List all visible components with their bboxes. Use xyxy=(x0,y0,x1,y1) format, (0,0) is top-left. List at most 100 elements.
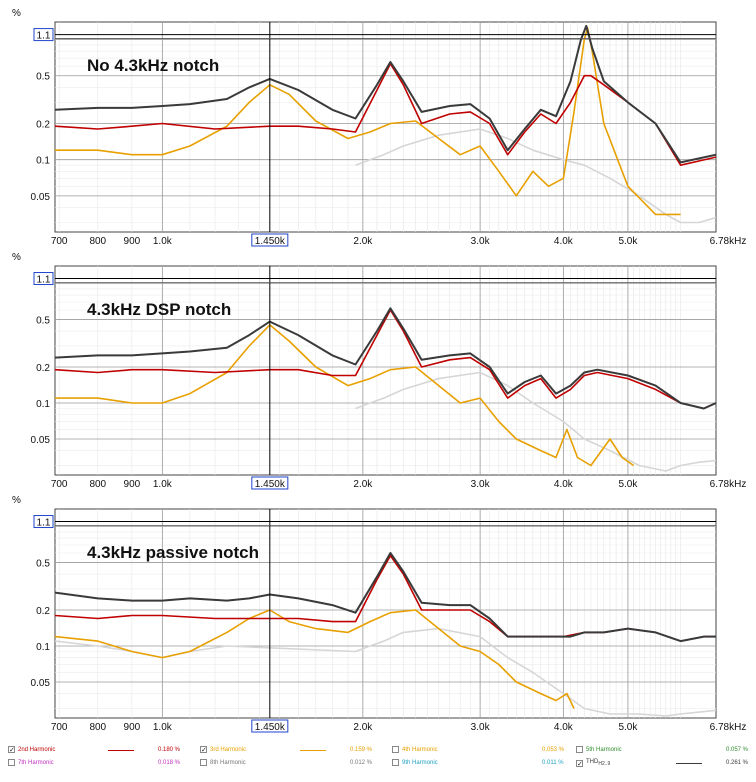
x-tick-label: 900 xyxy=(124,479,141,490)
y-tick-label: 0.1 xyxy=(36,642,50,653)
x-cursor-value-box xyxy=(251,233,289,247)
chart-title: No 4.3kHz notch xyxy=(87,56,219,75)
x-tick-label: 5.0k xyxy=(618,722,638,733)
legend-label: 2nd Harmonic xyxy=(18,746,56,753)
x-tick-label: 700 xyxy=(51,479,68,490)
x-tick-label: 1.450k xyxy=(255,479,286,490)
x-tick-label: 700 xyxy=(51,722,68,733)
legend-item-h9[interactable]: 9th Harmonic xyxy=(392,759,438,766)
x-tick-label: 1.450k xyxy=(255,722,286,733)
y-tick-label: 0.5 xyxy=(36,72,50,83)
legend-checkbox[interactable] xyxy=(200,759,207,766)
y-unit-label: % xyxy=(12,495,21,506)
y-tick-label: 0.1 xyxy=(36,156,50,167)
y-unit-label: % xyxy=(12,252,21,263)
x-tick-label: 6.78kHz xyxy=(710,236,747,247)
legend-checkbox[interactable]: ✓ xyxy=(8,746,15,754)
x-tick-label: 800 xyxy=(89,722,106,733)
legend-item-h5[interactable]: 5th Harmonic xyxy=(576,746,622,753)
x-tick-label: 800 xyxy=(89,236,106,247)
thd-curve xyxy=(55,552,716,643)
x-tick-label: 1.0k xyxy=(153,236,173,247)
gray-curve xyxy=(355,371,716,472)
x-tick-label: 6.78kHz xyxy=(710,479,747,490)
legend-item-h4[interactable]: 4th Harmonic xyxy=(392,746,438,753)
y-tick-label: 0.05 xyxy=(31,435,51,446)
x-tick-label: 4.0k xyxy=(554,722,574,733)
y-unit-label: % xyxy=(12,8,21,19)
x-tick-label: 3.0k xyxy=(471,722,491,733)
y-tick-label: 0.1 xyxy=(36,399,50,410)
x-tick-label: 2.0k xyxy=(353,479,373,490)
legend-checkbox[interactable] xyxy=(576,746,583,753)
x-tick-label: 5.0k xyxy=(618,236,638,247)
series-group xyxy=(55,24,716,224)
legend-item-h2[interactable]: ✓ 2nd Harmonic xyxy=(8,746,56,754)
y-cursor-value-box xyxy=(33,272,54,286)
thd-curve xyxy=(55,24,716,164)
legend-checkbox[interactable] xyxy=(392,746,399,753)
legend-line-swatch xyxy=(300,750,326,751)
x-tick-label: 900 xyxy=(124,722,141,733)
x-tick-label: 1.450k xyxy=(255,236,286,247)
h2-curve xyxy=(55,309,716,410)
legend-item-h7[interactable]: 7th Harmonic xyxy=(8,759,54,766)
legend-label: 9th Harmonic xyxy=(402,759,438,766)
legend-value: 0.261 % xyxy=(726,760,749,766)
legend-checkbox[interactable]: ✓ xyxy=(200,746,207,754)
legend-value: 0.159 % xyxy=(350,747,373,753)
x-tick-label: 2.0k xyxy=(353,236,373,247)
series-group xyxy=(55,552,716,717)
legend-label-subscript: H2..9 xyxy=(598,761,611,768)
y-tick-label: 0.05 xyxy=(31,678,51,689)
legend-value: 0.012 % xyxy=(350,760,373,766)
y-tick-label: 0.2 xyxy=(36,363,50,374)
x-cursor-value-box xyxy=(251,476,289,490)
x-tick-label: 4.0k xyxy=(554,236,574,247)
x-tick-label: 900 xyxy=(124,236,141,247)
legend-label: THDH2..9 xyxy=(586,759,611,768)
h3-curve xyxy=(55,324,635,467)
legend-value: 0.180 % xyxy=(158,747,181,753)
x-tick-label: 1.0k xyxy=(153,479,173,490)
h3-curve xyxy=(55,609,575,709)
plot-frame xyxy=(54,21,717,233)
legend-item-h3[interactable]: ✓ 3rd Harmonic xyxy=(200,746,247,754)
x-tick-label: 1.0k xyxy=(153,722,173,733)
x-tick-label: 6.78kHz xyxy=(710,722,747,733)
legend-line-swatch xyxy=(676,763,702,764)
legend-value: 0.018 % xyxy=(158,760,181,766)
charts-svg: No 4.3kHz notch% 1.1 0.5 0.2 0.1 0.05 700 800 90… xyxy=(12,8,746,733)
x-tick-label: 700 xyxy=(51,236,68,247)
y-tick-label: 1.1 xyxy=(37,31,51,42)
y-cursor-value-box xyxy=(33,28,54,42)
y-tick-label: 0.5 xyxy=(36,558,50,569)
legend-label: 4th Harmonic xyxy=(402,746,438,753)
legend-label: 3rd Harmonic xyxy=(210,746,247,753)
y-tick-label: 0.5 xyxy=(36,315,50,326)
y-cursor-value-box xyxy=(33,515,54,529)
x-tick-label: 4.0k xyxy=(554,479,574,490)
legend-checkbox[interactable] xyxy=(392,759,399,766)
legend-line-swatch xyxy=(108,750,134,751)
legend-item-h8[interactable]: 8th Harmonic xyxy=(200,759,246,766)
legend-value: 0.053 % xyxy=(542,747,565,753)
x-tick-label: 3.0k xyxy=(471,236,491,247)
y-tick-label: 0.05 xyxy=(31,192,51,203)
h2-curve xyxy=(55,62,716,166)
series-group xyxy=(55,307,716,472)
y-tick-label: 1.1 xyxy=(37,275,51,286)
legend-value: 0.011 % xyxy=(542,760,564,766)
legend-label: 7th Harmonic xyxy=(18,759,54,766)
y-tick-label: 0.2 xyxy=(36,606,50,617)
gray-curve xyxy=(355,128,716,224)
chart-panel-1: No 4.3kHz notch% 1.1 0.5 0.2 0.1 0.05 700 800 90… xyxy=(12,8,746,247)
legend-item-thd[interactable]: ✓ THDH2..9 xyxy=(576,759,611,768)
chart-panel-2: 4.3kHz DSP notch% 1.1 0.5 0.2 0.1 0.05 700 800 9… xyxy=(12,252,746,490)
legend-checkbox[interactable] xyxy=(8,759,15,766)
x-tick-label: 5.0k xyxy=(618,479,638,490)
chart-panel-3: 4.3kHz passive notch% 1.1 0.5 0.2 0.1 0.05 700… xyxy=(12,495,746,733)
chart-title: 4.3kHz passive notch xyxy=(87,543,259,562)
legend-checkbox[interactable]: ✓ xyxy=(576,759,583,768)
y-tick-label: 1.1 xyxy=(37,518,51,529)
